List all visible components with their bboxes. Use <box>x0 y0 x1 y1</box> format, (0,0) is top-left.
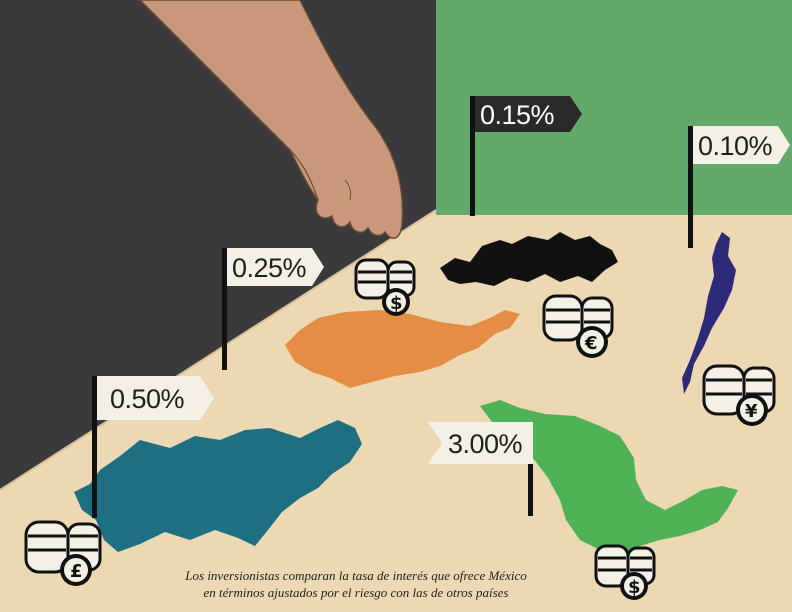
flag-japan: 0.10% <box>688 126 790 248</box>
peso-icon: $ <box>628 577 641 598</box>
yen-icon: ¥ <box>745 401 758 422</box>
hand-illustration <box>138 0 404 239</box>
mexico-map-shape <box>480 400 738 556</box>
pound-icon: £ <box>70 561 83 582</box>
coin-stack-usa: $ <box>354 258 416 316</box>
flag-canada: 0.50% <box>92 376 214 518</box>
coin-stack-europe: € <box>542 294 614 358</box>
caption-line-2: en términos ajustados por el riesgo con … <box>203 585 508 600</box>
dollar-icon: $ <box>390 293 403 314</box>
floor-edge <box>0 209 437 491</box>
flag-canada-label: 0.50% <box>110 384 185 414</box>
flag-europe: 0.15% <box>470 96 582 216</box>
flag-mexico: 3.00% <box>428 422 533 516</box>
flag-mexico-label: 3.00% <box>448 429 523 459</box>
japan-map-shape <box>682 232 736 394</box>
flag-usa-label: 0.25% <box>232 253 307 283</box>
caption-line-1: Los inversionistas comparan la tasa de i… <box>184 568 527 583</box>
canada-map-shape <box>74 420 362 552</box>
coin-stack-mexico: $ <box>594 544 656 600</box>
euro-icon: € <box>584 333 598 354</box>
flag-europe-label: 0.15% <box>480 100 555 130</box>
usa-map-shape <box>285 310 520 388</box>
flag-usa: 0.25% <box>222 248 324 370</box>
europe-map-shape <box>440 232 618 286</box>
coin-stack-canada: £ <box>24 520 102 586</box>
coin-stack-japan: ¥ <box>702 364 776 426</box>
flag-japan-label: 0.10% <box>698 131 773 161</box>
